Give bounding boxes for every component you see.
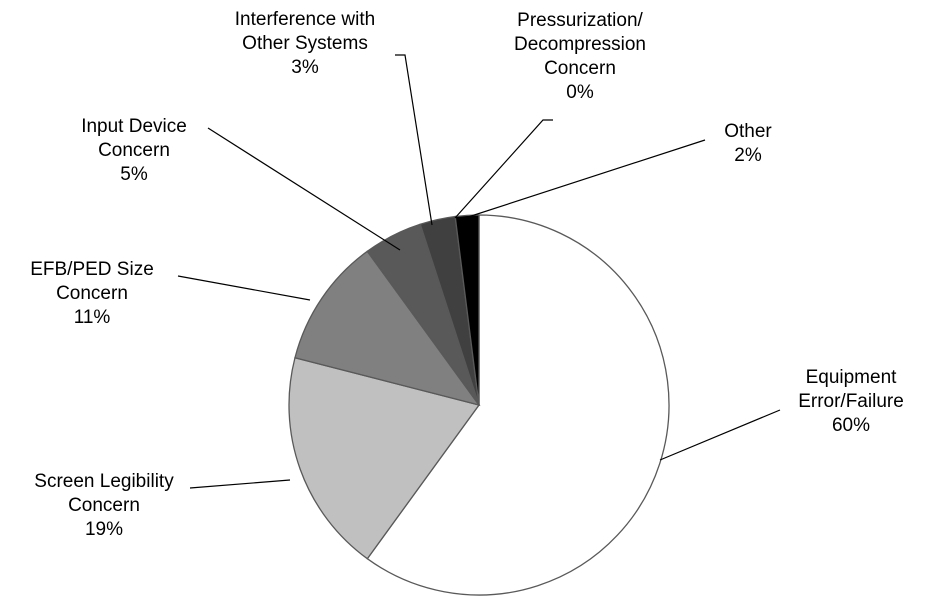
slice-labels: Equipment Error/Failure 60% Screen Legibili… bbox=[30, 9, 904, 540]
leader-line-equipment-error-failure bbox=[659, 409, 781, 461]
leader-line-efb-ped-size-concern bbox=[177, 275, 311, 301]
slice-name-line: Other bbox=[724, 121, 772, 142]
pie-slice-equipment-error-failure bbox=[366, 214, 670, 596]
slice-name-line: EFB/PED Size bbox=[30, 259, 154, 280]
slice-name-line: Input Device bbox=[81, 116, 187, 137]
leader-line-interference-with-other-systems bbox=[395, 54, 433, 226]
slice-name-line: Pressurization/ bbox=[517, 10, 643, 31]
leader-lines bbox=[177, 54, 781, 489]
slice-percent: 19% bbox=[85, 519, 123, 540]
pie-slice-other bbox=[454, 214, 480, 406]
pie-slice-efb-ped-size-concern bbox=[294, 250, 481, 407]
slice-percent: 3% bbox=[291, 57, 319, 78]
slice-name-line: Concern bbox=[98, 140, 170, 161]
slice-percent: 5% bbox=[120, 164, 148, 185]
slice-name-line: Interference with bbox=[235, 9, 375, 30]
slice-name-line: Other Systems bbox=[242, 33, 368, 54]
leader-line-other bbox=[464, 139, 706, 219]
slice-name-line: Equipment bbox=[806, 367, 898, 388]
slice-name-line: Decompression bbox=[514, 34, 646, 55]
slice-label-equipment-error-failure: Equipment Error/Failure 60% bbox=[798, 367, 904, 436]
leader-line-pressurization-decompression-concern bbox=[454, 119, 553, 219]
slice-percent: 11% bbox=[74, 307, 111, 328]
slice-percent: 0% bbox=[566, 82, 594, 103]
pie-slices bbox=[288, 214, 670, 596]
slice-label-input-device-concern: Input Device Concern 5% bbox=[81, 116, 187, 185]
slice-name-line: Error/Failure bbox=[798, 391, 904, 412]
slice-percent: 2% bbox=[734, 145, 762, 166]
slice-name-line: Concern bbox=[56, 283, 128, 304]
leader-line-screen-legibility-concern bbox=[189, 479, 291, 489]
slice-label-efb-ped-size-concern: EFB/PED Size Concern 11% bbox=[30, 259, 154, 328]
slice-name-line: Screen Legibility bbox=[34, 471, 174, 492]
slice-label-screen-legibility-concern: Screen Legibility Concern 19% bbox=[34, 471, 174, 540]
slice-name-line: Concern bbox=[544, 58, 616, 79]
pie-slice-screen-legibility-concern bbox=[288, 356, 481, 560]
slice-label-other: Other 2% bbox=[724, 121, 772, 166]
slice-label-pressurization-decompression-concern: Pressurization/Decompression Concern 0% bbox=[514, 10, 646, 103]
slice-label-interference-with-other-systems: Interference with Other Systems 3% bbox=[235, 9, 375, 78]
slice-name-line: Concern bbox=[68, 495, 140, 516]
leader-line-input-device-concern bbox=[207, 127, 401, 251]
slice-percent: 60% bbox=[832, 415, 870, 436]
